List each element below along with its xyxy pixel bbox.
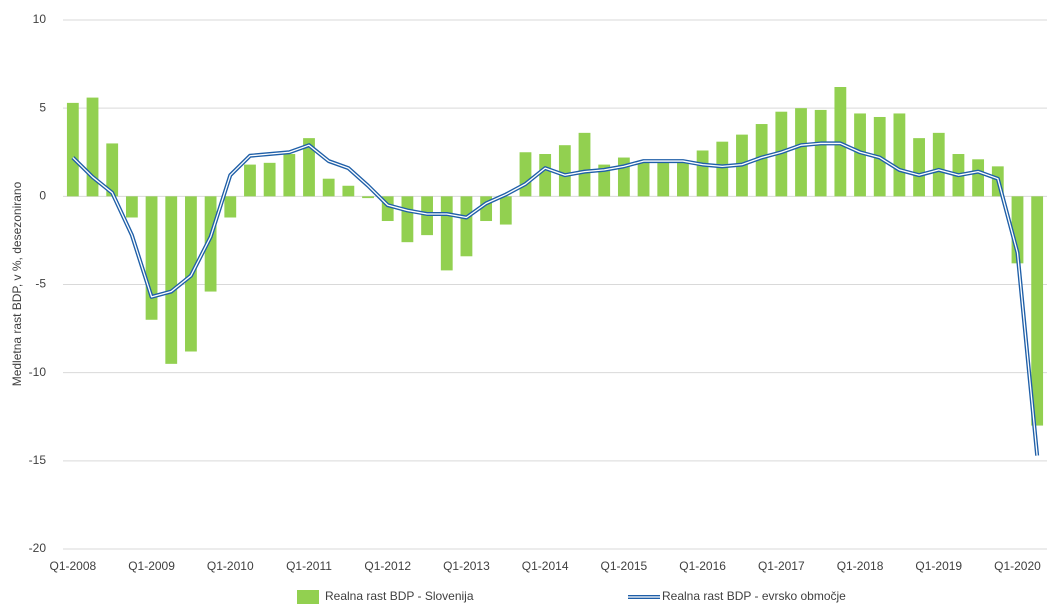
legend-swatch bbox=[297, 590, 319, 604]
x-tick-label: Q1-2013 bbox=[443, 559, 490, 573]
bar bbox=[86, 97, 99, 197]
bar bbox=[145, 196, 158, 320]
bar bbox=[598, 164, 611, 197]
bar bbox=[322, 178, 335, 197]
bar bbox=[795, 108, 807, 197]
bar bbox=[814, 109, 827, 197]
y-tick-label: -10 bbox=[29, 365, 47, 379]
bar bbox=[539, 154, 552, 197]
bar bbox=[165, 196, 178, 364]
y-tick-label: 10 bbox=[33, 12, 47, 26]
bar bbox=[106, 143, 119, 197]
line bbox=[71, 141, 1040, 456]
bar bbox=[263, 162, 276, 197]
bar bbox=[204, 196, 217, 292]
bar bbox=[401, 196, 414, 243]
bar bbox=[1011, 196, 1024, 264]
y-tick-label: -20 bbox=[29, 541, 47, 555]
bar bbox=[854, 113, 866, 197]
bar bbox=[913, 138, 925, 197]
bar bbox=[558, 145, 571, 197]
bar bbox=[972, 159, 985, 197]
legend-label: Realna rast BDP - evrsko območje bbox=[662, 589, 846, 603]
x-tick-label: Q1-2009 bbox=[128, 559, 175, 573]
bar bbox=[657, 161, 670, 197]
bar bbox=[66, 102, 79, 197]
x-tick-label: Q1-2020 bbox=[994, 559, 1041, 573]
bar bbox=[303, 138, 315, 197]
bar bbox=[125, 196, 138, 218]
bar bbox=[499, 196, 512, 225]
line-inner bbox=[72, 142, 1038, 456]
y-tick-label: 0 bbox=[39, 189, 46, 203]
x-tick-label: Q1-2016 bbox=[679, 559, 726, 573]
x-tick-label: Q1-2010 bbox=[207, 559, 254, 573]
bar bbox=[893, 113, 906, 197]
bar bbox=[696, 150, 709, 197]
x-tick-label: Q1-2011 bbox=[286, 559, 332, 573]
x-tick-label: Q1-2008 bbox=[49, 559, 96, 573]
y-tick-label: -15 bbox=[29, 453, 47, 467]
bar bbox=[716, 141, 729, 197]
x-tick-label: Q1-2012 bbox=[364, 559, 411, 573]
bar bbox=[1031, 196, 1044, 426]
bar bbox=[244, 164, 256, 197]
bar bbox=[440, 196, 453, 271]
bar bbox=[617, 157, 630, 197]
bar bbox=[480, 196, 493, 222]
bar bbox=[460, 196, 473, 257]
x-tick-label: Q1-2019 bbox=[915, 559, 962, 573]
x-tick-label: Q1-2018 bbox=[837, 559, 884, 573]
x-tick-label: Q1-2014 bbox=[522, 559, 569, 573]
bar bbox=[637, 161, 650, 197]
bar bbox=[381, 196, 394, 222]
x-tick-label: Q1-2015 bbox=[601, 559, 648, 573]
bar bbox=[224, 196, 237, 218]
y-tick-label: 5 bbox=[39, 100, 46, 114]
bar bbox=[677, 161, 689, 197]
bar bbox=[519, 152, 532, 197]
y-axis-label: Medletna rast BDP, v %, desezonirano bbox=[10, 181, 24, 386]
bar bbox=[342, 185, 355, 197]
legend-label: Realna rast BDP - Slovenija bbox=[325, 589, 474, 603]
bar bbox=[283, 154, 296, 197]
y-tick-label: -5 bbox=[35, 277, 46, 291]
bar bbox=[932, 132, 945, 197]
bar bbox=[578, 132, 591, 197]
bar bbox=[755, 124, 768, 197]
bar bbox=[362, 196, 374, 199]
x-tick-label: Q1-2017 bbox=[758, 559, 805, 573]
